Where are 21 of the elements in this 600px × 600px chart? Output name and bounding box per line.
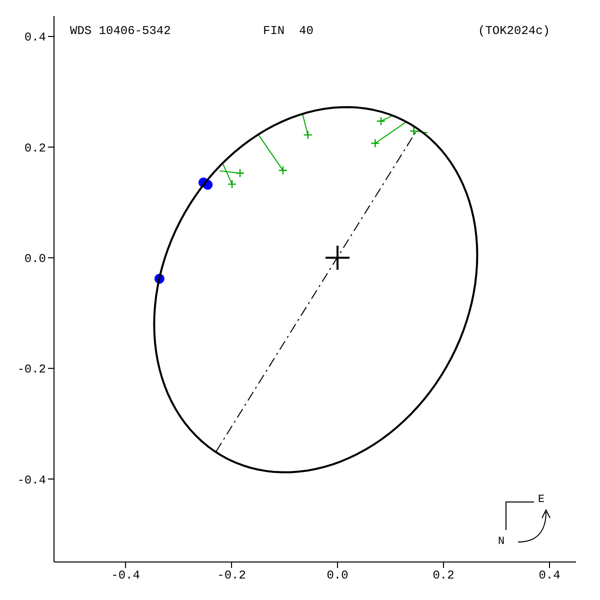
point (371, 139, 380, 148)
annotation: N (498, 536, 505, 548)
point (228, 180, 236, 188)
annotation: (TOK2024c) (478, 24, 550, 38)
point (326, 246, 350, 270)
point (304, 130, 312, 139)
y-tick-label: 0.0 (24, 252, 46, 266)
text: FIN 40 (263, 24, 314, 38)
y-tick-label: 0.2 (24, 141, 46, 156)
point (278, 166, 287, 174)
x-tick-label: 0.2 (432, 568, 454, 583)
x-tick-label: -0.4 (111, 568, 140, 583)
x-tick-label: 0.0 (326, 568, 348, 583)
y-tick-label: -0.4 (17, 473, 46, 488)
y-tick-label: 0.4 (24, 30, 46, 45)
x-tick-label: 0.4 (538, 568, 560, 583)
point (410, 127, 418, 136)
annotation: E (538, 494, 545, 506)
text: WDS 10406-5342 (70, 24, 171, 38)
x-tick-label: -0.2 (217, 568, 246, 583)
y-tick-label: -0.2 (17, 362, 46, 377)
